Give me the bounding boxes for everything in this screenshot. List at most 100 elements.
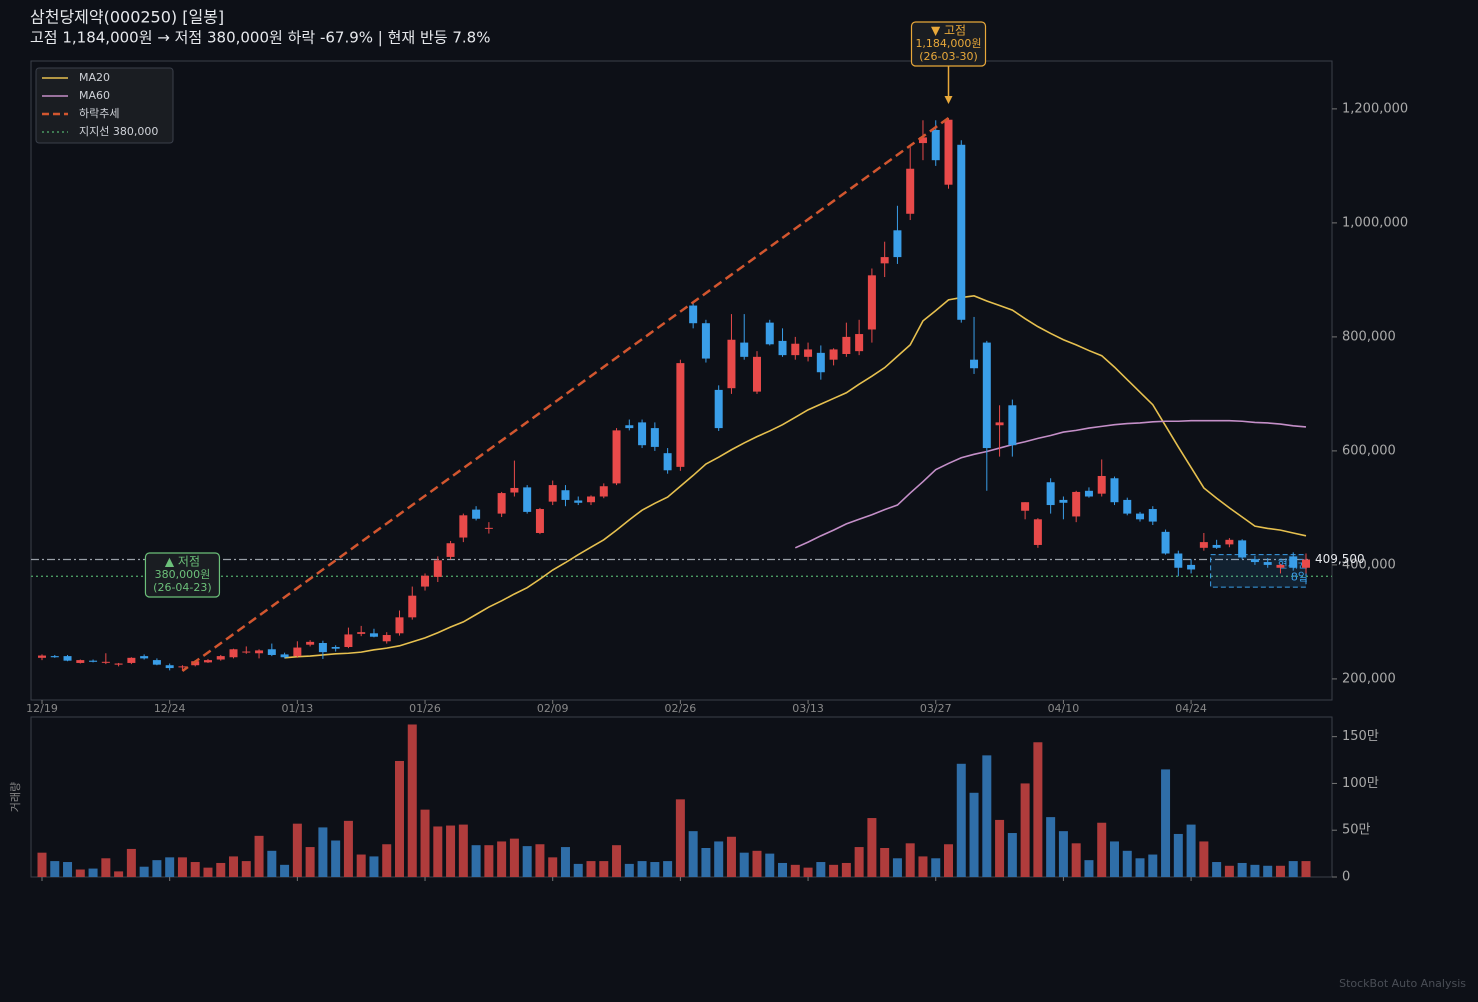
candle-body (1046, 482, 1055, 506)
annotation-label: ▲ 저점 (165, 555, 200, 569)
volume-bar (254, 835, 264, 877)
candle-body (280, 654, 289, 658)
volume-bar (560, 847, 570, 877)
volume-bar (803, 867, 813, 877)
volume-bar (343, 820, 353, 877)
candle-body (970, 359, 979, 369)
candle-body (982, 342, 991, 449)
y-tick-label: 400,000 (1342, 557, 1396, 572)
volume-bar (446, 825, 456, 877)
candle-body (152, 660, 161, 665)
candle-body (446, 543, 455, 557)
candle-body (689, 305, 698, 324)
candle-body (293, 647, 302, 657)
volume-bar (701, 847, 711, 877)
candle-body (216, 656, 225, 660)
candle-body (701, 323, 710, 359)
candle-body (203, 660, 212, 663)
candle-body (740, 342, 749, 357)
volume-bar (203, 867, 213, 877)
volume-bar (114, 871, 124, 877)
volume-bar (880, 847, 890, 877)
candle-body (1123, 499, 1132, 514)
volume-bar (394, 760, 404, 877)
candle-body (1097, 475, 1106, 494)
candle-body (1033, 519, 1042, 545)
x-tick-label: 01/26 (409, 702, 441, 715)
volume-bar (548, 857, 558, 877)
volume-bar (739, 852, 749, 877)
volume-bar (829, 864, 839, 877)
volume-bar (944, 844, 954, 877)
volume-bar (382, 844, 392, 877)
volume-bar (101, 858, 111, 877)
chart-subtitle: 고점 1,184,000원 → 저점 380,000원 하락 -67.9% | … (30, 29, 490, 47)
volume-bar (165, 857, 175, 877)
legend-label: MA20 (79, 71, 110, 84)
volume-bar (918, 856, 928, 877)
volume-bar (841, 862, 851, 877)
volume-bar (931, 858, 941, 877)
candle-body (1225, 539, 1234, 545)
volume-bar (867, 818, 877, 877)
candle-body (867, 275, 876, 330)
candle-body (855, 334, 864, 352)
volume-bar (624, 863, 634, 877)
candle-body (816, 352, 825, 373)
annotation-label: ▼ 고점 (931, 24, 966, 38)
candle-body (127, 657, 136, 663)
candle-body (1199, 542, 1208, 548)
volume-bar (216, 862, 226, 877)
x-tick-label: 04/10 (1048, 702, 1080, 715)
candle-body (1187, 564, 1196, 570)
volume-bar (1288, 861, 1298, 877)
volume-bar (407, 724, 417, 877)
candle-body (1059, 499, 1068, 503)
candle-body (791, 343, 800, 356)
volume-bar (650, 862, 660, 877)
candle-body (842, 336, 851, 354)
x-tick-label: 01/13 (282, 702, 314, 715)
candle-body (140, 656, 149, 659)
candle-body (178, 666, 187, 668)
x-tick-label: 02/09 (537, 702, 569, 715)
candle-body (995, 422, 1004, 426)
candle-body (318, 642, 327, 653)
candle-body (535, 509, 544, 533)
volume-bar (535, 844, 545, 877)
volume-bar (1199, 841, 1209, 877)
candle-body (880, 257, 889, 264)
annotation-arrowhead (944, 96, 953, 105)
candle-body (548, 485, 557, 502)
volume-bar (190, 862, 200, 877)
candle-body (918, 137, 927, 144)
volume-bar (982, 755, 992, 877)
volume-bar (1186, 824, 1196, 877)
annotation-box (144, 552, 221, 598)
volume-bar (765, 853, 775, 877)
volume-y-tick-label: 100만 (1342, 776, 1379, 791)
candle-body (714, 389, 723, 429)
candle-body (650, 428, 659, 447)
volume-bar (1148, 854, 1158, 877)
volume-bar (752, 850, 762, 877)
candle-body (1289, 556, 1298, 568)
volume-bar (1250, 864, 1260, 877)
y-tick-label: 200,000 (1342, 671, 1396, 686)
volume-y-tick-label: 0 (1342, 870, 1350, 885)
volume-bar (599, 861, 609, 877)
candle-body (599, 486, 608, 497)
volume-bar (1301, 861, 1311, 877)
volume-bar (280, 864, 290, 877)
candle-body (331, 646, 340, 649)
candle-body (89, 660, 98, 662)
candle-body (1302, 559, 1310, 568)
candle-body (1174, 553, 1183, 568)
candle-body (804, 349, 813, 357)
ma-line (794, 419, 1307, 549)
x-tick-label: 12/24 (154, 702, 186, 715)
chart-title: 삼천당제약(000250) [일봉] (30, 8, 224, 27)
y-tick-label: 600,000 (1342, 443, 1396, 458)
